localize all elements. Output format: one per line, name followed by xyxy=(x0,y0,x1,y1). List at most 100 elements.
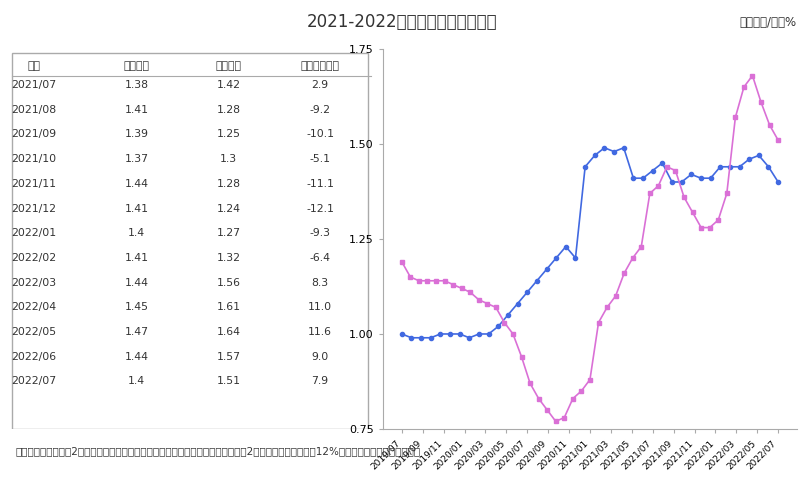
Text: 1.56: 1.56 xyxy=(217,278,241,288)
国际价格 xyxy=(474,297,484,303)
Text: 1.44: 1.44 xyxy=(125,352,149,362)
Text: 1.28: 1.28 xyxy=(217,179,241,189)
国内价格 xyxy=(696,175,706,181)
Text: 7.9: 7.9 xyxy=(312,376,328,387)
国内价格 xyxy=(745,156,754,162)
Text: 2021/09: 2021/09 xyxy=(11,129,56,140)
国内价格 xyxy=(484,331,493,337)
Line: 国际价格: 国际价格 xyxy=(400,74,780,423)
Text: 11.6: 11.6 xyxy=(308,327,332,337)
Text: 1.41: 1.41 xyxy=(125,253,149,263)
国内价格 xyxy=(464,335,474,341)
Text: 国内价格: 国内价格 xyxy=(123,61,150,71)
Text: 2021/08: 2021/08 xyxy=(11,105,56,115)
国际价格 xyxy=(500,319,510,325)
国际价格 xyxy=(508,331,518,337)
国内价格 xyxy=(609,148,619,154)
国内价格 xyxy=(638,175,648,181)
国际价格 xyxy=(431,278,441,284)
国内价格 xyxy=(407,335,416,341)
Text: 1.27: 1.27 xyxy=(217,228,241,238)
国内价格 xyxy=(580,164,590,170)
Text: 1.41: 1.41 xyxy=(125,203,149,214)
国内价格 xyxy=(551,255,561,261)
国际价格 xyxy=(576,388,586,394)
国际价格 xyxy=(637,244,646,249)
Text: 国际价格: 国际价格 xyxy=(215,61,241,71)
国际价格 xyxy=(619,270,629,276)
国内价格 xyxy=(706,175,716,181)
国际价格 xyxy=(662,164,671,170)
国际价格 xyxy=(551,418,560,424)
国内价格 xyxy=(436,331,445,337)
国际价格 xyxy=(654,183,663,189)
Text: 2022/03: 2022/03 xyxy=(11,278,56,288)
Text: 2021/12: 2021/12 xyxy=(11,203,56,214)
国际价格 xyxy=(440,278,449,284)
国际价格 xyxy=(534,395,543,401)
国际价格 xyxy=(705,224,715,230)
Text: 2022/06: 2022/06 xyxy=(11,352,56,362)
Text: 2021/10: 2021/10 xyxy=(11,154,56,164)
国际价格 xyxy=(722,191,732,196)
国内价格 xyxy=(455,331,464,337)
Text: 1.24: 1.24 xyxy=(217,203,241,214)
国际价格 xyxy=(414,278,423,284)
国内价格 xyxy=(571,255,580,261)
Text: -6.4: -6.4 xyxy=(310,253,331,263)
Text: 1.47: 1.47 xyxy=(125,327,149,337)
Text: 国际比国内高: 国际比国内高 xyxy=(300,61,340,71)
FancyBboxPatch shape xyxy=(12,53,368,429)
Text: 1.64: 1.64 xyxy=(217,327,241,337)
Text: 1.42: 1.42 xyxy=(217,80,241,90)
Text: 1.39: 1.39 xyxy=(125,129,149,140)
国际价格 xyxy=(645,191,654,196)
国内价格 xyxy=(474,331,484,337)
Text: 1.57: 1.57 xyxy=(217,352,241,362)
国际价格 xyxy=(611,293,621,299)
国际价格 xyxy=(756,99,766,105)
国际价格 xyxy=(517,354,526,360)
国际价格 xyxy=(543,407,552,413)
国内价格 xyxy=(687,172,696,177)
国际价格 xyxy=(585,377,595,383)
国际价格 xyxy=(465,289,475,295)
国际价格 xyxy=(748,73,758,78)
国际价格 xyxy=(568,395,578,401)
Text: 1.28: 1.28 xyxy=(217,105,241,115)
国际价格 xyxy=(687,209,697,215)
国际价格 xyxy=(448,282,458,288)
Text: 8.3: 8.3 xyxy=(312,278,328,288)
国内价格 xyxy=(667,179,677,185)
Text: 2022/07: 2022/07 xyxy=(11,376,56,387)
国内价格 xyxy=(542,267,551,272)
国内价格 xyxy=(561,244,571,249)
国际价格 xyxy=(397,259,407,265)
Text: -9.3: -9.3 xyxy=(310,228,331,238)
Text: 单位：元/斤，%: 单位：元/斤，% xyxy=(740,16,797,28)
Text: 1.4: 1.4 xyxy=(128,376,145,387)
国际价格 xyxy=(774,137,783,143)
Text: 11.0: 11.0 xyxy=(308,302,332,313)
Text: 1.44: 1.44 xyxy=(125,278,149,288)
国际价格 xyxy=(423,278,432,284)
Text: 2022/01: 2022/01 xyxy=(11,228,56,238)
国内价格 xyxy=(600,145,609,151)
国际价格 xyxy=(491,304,501,310)
Text: 月份: 月份 xyxy=(27,61,40,71)
国际价格 xyxy=(679,194,689,200)
国内价格 xyxy=(677,179,687,185)
国内价格 xyxy=(426,335,436,341)
Text: -11.1: -11.1 xyxy=(306,179,334,189)
国内价格 xyxy=(445,331,455,337)
国内价格 xyxy=(754,152,764,158)
Text: 2022/02: 2022/02 xyxy=(11,253,56,263)
国际价格 xyxy=(765,122,774,128)
Text: 2021-2022年国内外玉米价格走势: 2021-2022年国内外玉米价格走势 xyxy=(308,13,497,31)
Text: -10.1: -10.1 xyxy=(306,129,334,140)
国内价格 xyxy=(397,331,407,337)
国际价格 xyxy=(730,115,740,121)
Text: -12.1: -12.1 xyxy=(306,203,334,214)
Text: 1.45: 1.45 xyxy=(125,302,149,313)
国际价格 xyxy=(456,286,466,292)
